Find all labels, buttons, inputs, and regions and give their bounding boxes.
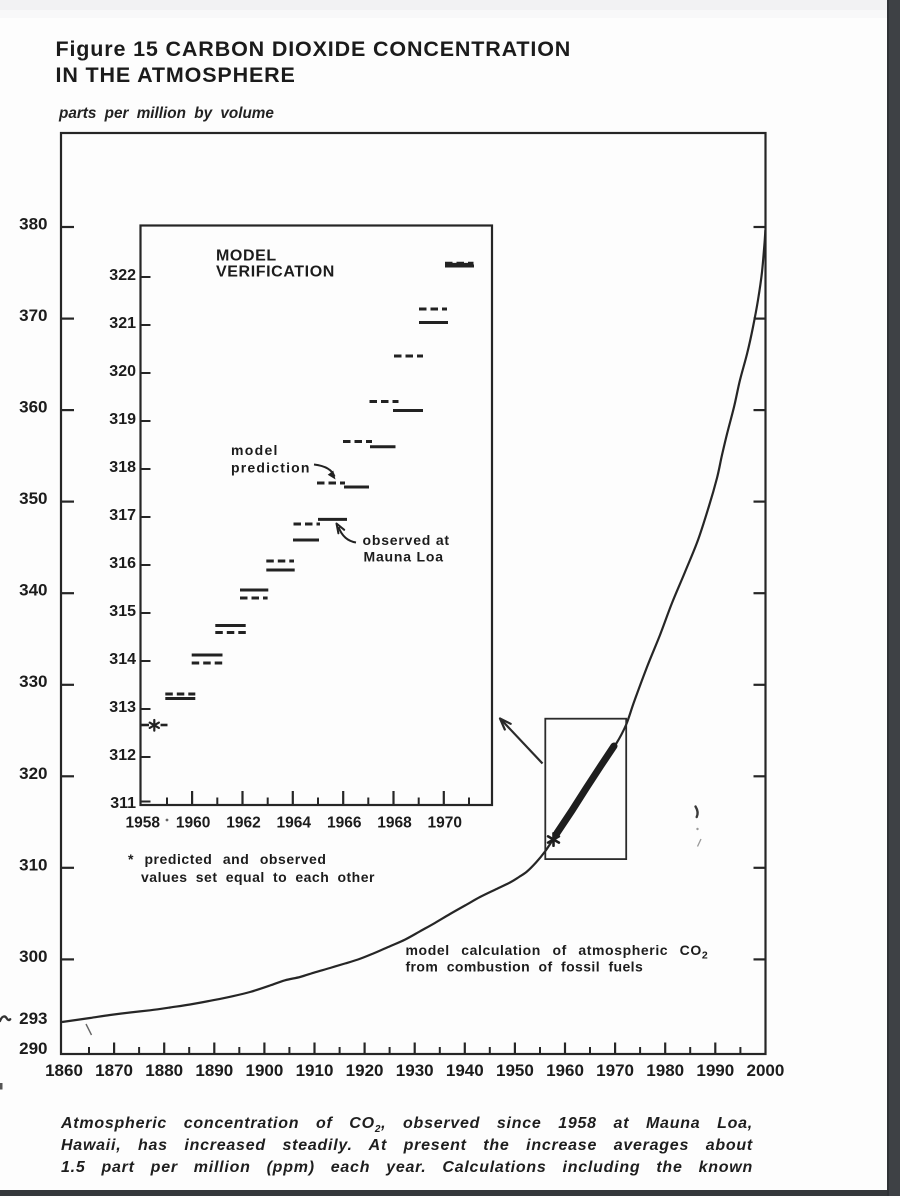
svg-text:2000: 2000 <box>746 1061 784 1080</box>
svg-text:1860: 1860 <box>45 1061 83 1080</box>
svg-text:Mauna Loa: Mauna Loa <box>364 549 444 565</box>
svg-text:320: 320 <box>19 764 47 783</box>
svg-text:1970: 1970 <box>596 1061 634 1080</box>
svg-text:values set equal to each other: values set equal to each other <box>141 869 375 885</box>
svg-text:316: 316 <box>109 555 136 572</box>
svg-text:370: 370 <box>19 306 47 325</box>
svg-text:1966: 1966 <box>327 815 362 832</box>
svg-text:321: 321 <box>109 315 136 332</box>
svg-text:340: 340 <box>19 581 47 600</box>
svg-text:1962: 1962 <box>226 815 260 832</box>
svg-text:290: 290 <box>19 1039 47 1058</box>
svg-text:360: 360 <box>19 398 47 417</box>
svg-text:315: 315 <box>109 603 136 620</box>
svg-text:1960: 1960 <box>546 1061 584 1080</box>
svg-text:model: model <box>231 442 279 458</box>
svg-text:model calculation of atmospher: model calculation of atmospheric CO2 <box>406 942 709 962</box>
svg-text:MODEL: MODEL <box>216 248 277 265</box>
svg-text:1920: 1920 <box>346 1061 384 1080</box>
svg-text:1990: 1990 <box>696 1061 734 1080</box>
svg-text:from combustion of fossil fuel: from combustion of fossil fuels <box>406 959 644 975</box>
svg-text:prediction: prediction <box>231 460 311 476</box>
svg-text:1950: 1950 <box>496 1061 534 1080</box>
svg-text:observed at: observed at <box>363 532 450 548</box>
svg-text:1900: 1900 <box>245 1061 283 1080</box>
svg-text:1970: 1970 <box>428 815 462 832</box>
svg-text:1958: 1958 <box>126 815 161 832</box>
svg-text:1870: 1870 <box>95 1061 133 1080</box>
svg-text:1890: 1890 <box>195 1061 233 1080</box>
svg-text:1964: 1964 <box>277 815 312 832</box>
svg-text:1968: 1968 <box>377 815 412 832</box>
svg-text:300: 300 <box>19 947 47 966</box>
svg-text:1980: 1980 <box>646 1061 684 1080</box>
svg-text:322: 322 <box>109 267 136 284</box>
svg-text:380: 380 <box>19 215 47 234</box>
svg-text:312: 312 <box>109 747 136 764</box>
svg-text:350: 350 <box>19 489 47 508</box>
svg-text:319: 319 <box>109 411 136 428</box>
svg-text:293: 293 <box>19 1009 47 1028</box>
svg-text:1940: 1940 <box>446 1061 484 1080</box>
svg-text:318: 318 <box>109 459 136 476</box>
svg-text:310: 310 <box>19 855 47 874</box>
svg-text:VERIFICATION: VERIFICATION <box>216 263 335 280</box>
svg-text:320: 320 <box>109 363 136 380</box>
svg-text:1930: 1930 <box>396 1061 434 1080</box>
svg-text:1880: 1880 <box>145 1061 183 1080</box>
svg-text:311: 311 <box>110 795 136 812</box>
svg-text:317: 317 <box>109 507 136 524</box>
svg-text:1910: 1910 <box>296 1061 334 1080</box>
svg-text:330: 330 <box>19 672 47 691</box>
svg-text:1960: 1960 <box>176 815 210 832</box>
svg-text:313: 313 <box>109 699 136 716</box>
svg-text:314: 314 <box>109 651 136 668</box>
svg-text:* predicted and observed: * predicted and observed <box>128 851 326 867</box>
